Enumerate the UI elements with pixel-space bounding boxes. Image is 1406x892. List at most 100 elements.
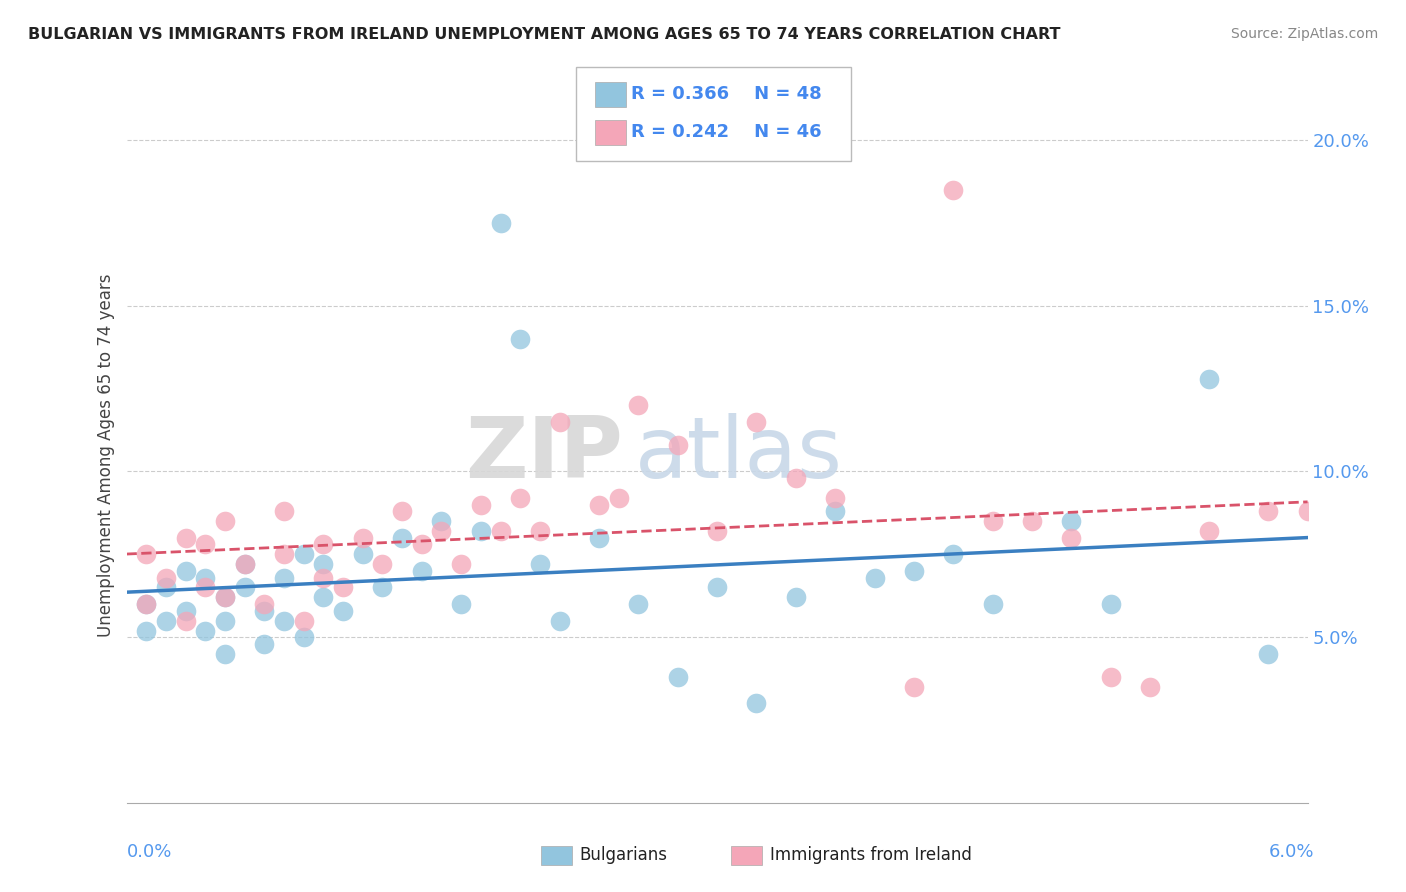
Point <box>666 670 689 684</box>
Point <box>371 581 394 595</box>
Point <box>745 697 768 711</box>
Point <box>430 524 453 538</box>
Point <box>312 591 335 605</box>
Point <box>292 630 315 644</box>
Point <box>706 581 728 595</box>
Point <box>214 514 236 528</box>
Point <box>174 614 197 628</box>
Point <box>411 564 433 578</box>
Point <box>981 514 1004 528</box>
Point <box>174 604 197 618</box>
Text: R = 0.366    N = 48: R = 0.366 N = 48 <box>631 85 823 103</box>
Point <box>292 547 315 561</box>
Point <box>588 531 610 545</box>
Point <box>194 581 217 595</box>
Point <box>312 558 335 572</box>
Point <box>174 564 197 578</box>
Point <box>214 591 236 605</box>
Point <box>509 491 531 505</box>
Point <box>548 415 571 429</box>
Point <box>411 537 433 551</box>
Point <box>253 597 276 611</box>
Point <box>135 597 157 611</box>
Point <box>214 614 236 628</box>
Point <box>588 498 610 512</box>
Point <box>509 332 531 346</box>
Point <box>233 558 256 572</box>
Point <box>391 531 413 545</box>
Point <box>470 524 492 538</box>
Text: R = 0.242    N = 46: R = 0.242 N = 46 <box>631 123 823 141</box>
Point <box>548 614 571 628</box>
Point <box>529 524 551 538</box>
Point <box>1139 680 1161 694</box>
Point <box>470 498 492 512</box>
Text: atlas: atlas <box>634 413 842 497</box>
Point <box>332 581 354 595</box>
Point <box>1198 372 1220 386</box>
Point <box>174 531 197 545</box>
Point <box>352 531 374 545</box>
Point <box>214 647 236 661</box>
Point <box>214 591 236 605</box>
Point <box>253 604 276 618</box>
Point <box>450 597 472 611</box>
Point <box>155 581 177 595</box>
Point <box>745 415 768 429</box>
Point <box>1257 504 1279 518</box>
Point <box>155 570 177 584</box>
Point <box>1060 531 1083 545</box>
Point <box>273 570 295 584</box>
Point <box>1099 597 1122 611</box>
Point <box>135 624 157 638</box>
Point <box>273 504 295 518</box>
Point <box>942 183 965 197</box>
Point <box>824 504 846 518</box>
Point <box>352 547 374 561</box>
Point <box>489 216 512 230</box>
Point <box>824 491 846 505</box>
Point <box>430 514 453 528</box>
Point <box>450 558 472 572</box>
Point <box>1099 670 1122 684</box>
Point <box>135 547 157 561</box>
Point <box>253 637 276 651</box>
Point <box>706 524 728 538</box>
Text: 0.0%: 0.0% <box>127 843 172 861</box>
Point <box>903 680 925 694</box>
Point <box>155 614 177 628</box>
Point <box>233 558 256 572</box>
Point <box>135 597 157 611</box>
Point <box>1296 504 1319 518</box>
Point <box>233 581 256 595</box>
Point <box>194 570 217 584</box>
Point <box>292 614 315 628</box>
Text: BULGARIAN VS IMMIGRANTS FROM IRELAND UNEMPLOYMENT AMONG AGES 65 TO 74 YEARS CORR: BULGARIAN VS IMMIGRANTS FROM IRELAND UNE… <box>28 27 1060 42</box>
Text: 6.0%: 6.0% <box>1270 843 1315 861</box>
Point <box>194 537 217 551</box>
Point <box>607 491 630 505</box>
Point <box>666 438 689 452</box>
Point <box>627 398 650 412</box>
Point <box>981 597 1004 611</box>
Text: Source: ZipAtlas.com: Source: ZipAtlas.com <box>1230 27 1378 41</box>
Point <box>863 570 886 584</box>
Point <box>489 524 512 538</box>
Point <box>785 591 807 605</box>
Point <box>194 624 217 638</box>
Point <box>273 547 295 561</box>
Point <box>529 558 551 572</box>
Point <box>1257 647 1279 661</box>
Point <box>332 604 354 618</box>
Point <box>942 547 965 561</box>
Point <box>312 537 335 551</box>
Point <box>1060 514 1083 528</box>
Point <box>312 570 335 584</box>
Point <box>1198 524 1220 538</box>
Point <box>1021 514 1043 528</box>
Point <box>391 504 413 518</box>
Point <box>273 614 295 628</box>
Text: Immigrants from Ireland: Immigrants from Ireland <box>770 847 973 864</box>
Text: Bulgarians: Bulgarians <box>579 847 668 864</box>
Point <box>903 564 925 578</box>
